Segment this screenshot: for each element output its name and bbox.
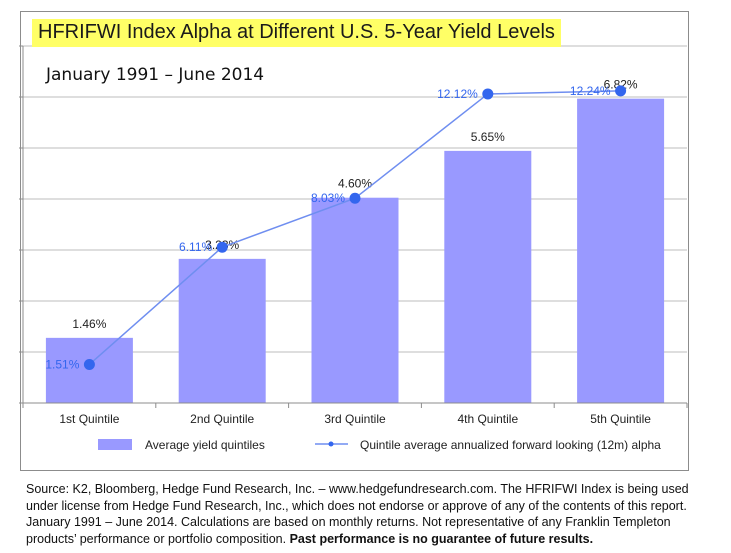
alpha-point xyxy=(349,192,361,204)
alpha-point xyxy=(482,88,494,100)
alpha-point xyxy=(216,241,228,253)
bar-data-label: 4.60% xyxy=(338,177,372,191)
alpha-data-label: 12.24% xyxy=(570,84,611,98)
legend-bar-label: Average yield quintiles xyxy=(145,438,265,452)
alpha-point xyxy=(615,85,627,97)
x-tick-label: 2nd Quintile xyxy=(190,412,254,426)
chart-plot: 1.46%3.23%4.60%5.65%6.82%1st Quintile2nd… xyxy=(19,45,688,452)
alpha-data-label: 6.11% xyxy=(179,240,212,254)
source-note: Source: K2, Bloomberg, Hedge Fund Resear… xyxy=(26,481,716,547)
source-text: Source: K2, Bloomberg, Hedge Fund Resear… xyxy=(26,482,689,546)
performance-disclaimer: Past performance is no guarantee of futu… xyxy=(289,531,594,546)
bar xyxy=(444,150,532,403)
legend-bar-swatch xyxy=(98,439,132,450)
bar-data-label: 5.65% xyxy=(471,130,505,144)
x-tick-label: 5th Quintile xyxy=(590,412,651,426)
x-tick-label: 1st Quintile xyxy=(59,412,119,426)
legend-line-label: Quintile average annualized forward look… xyxy=(360,438,661,452)
bar xyxy=(45,337,133,403)
alpha-point xyxy=(83,358,95,370)
bar xyxy=(577,98,665,403)
bar xyxy=(311,197,399,403)
bar-data-label: 1.46% xyxy=(72,317,106,331)
alpha-data-label: 8.03% xyxy=(311,191,345,205)
alpha-data-label: 12.12% xyxy=(437,87,478,101)
bar-data-label: 6.82% xyxy=(604,78,638,92)
x-tick-label: 4th Quintile xyxy=(457,412,518,426)
alpha-data-label: 1.51% xyxy=(45,357,79,371)
x-tick-label: 3rd Quintile xyxy=(324,412,386,426)
chart-subtitle: January 1991 – June 2014 xyxy=(46,65,265,85)
chart-title: HFRIFWI Index Alpha at Different U.S. 5-… xyxy=(32,19,561,47)
legend-line-marker xyxy=(328,441,334,447)
bar xyxy=(178,258,266,403)
